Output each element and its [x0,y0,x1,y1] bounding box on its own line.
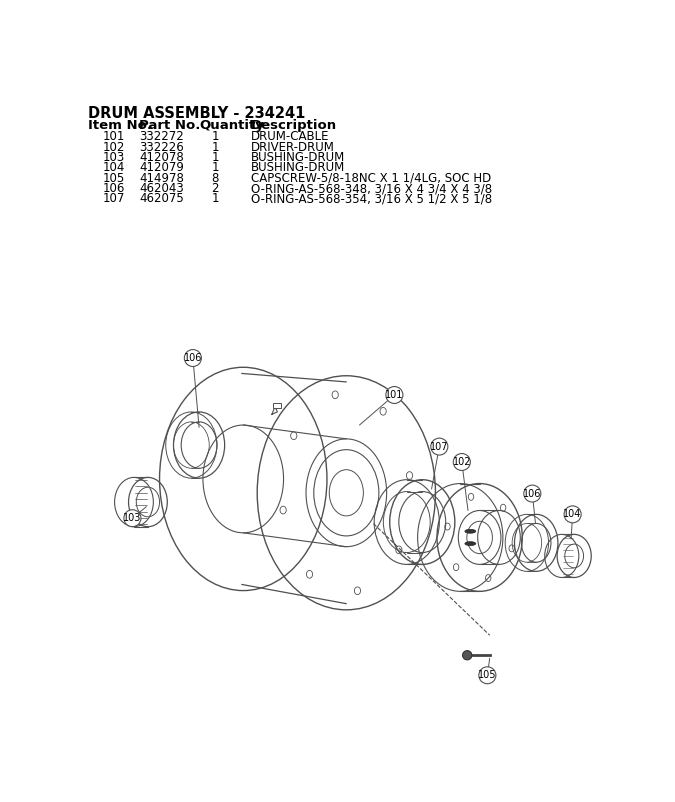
Text: 102: 102 [103,140,125,153]
Text: 414978: 414978 [140,172,184,184]
Text: O-RING-AS-568-354, 3/16 X 5 1/2 X 5 1/8: O-RING-AS-568-354, 3/16 X 5 1/2 X 5 1/8 [251,192,492,205]
Circle shape [124,510,141,527]
Text: 332272: 332272 [140,130,184,143]
Text: 332226: 332226 [140,140,184,153]
Text: 101: 101 [385,390,404,400]
Text: Item No.: Item No. [88,119,153,132]
Text: 462043: 462043 [140,182,184,195]
Text: 106: 106 [523,488,541,499]
Text: BUSHING-DRUM: BUSHING-DRUM [251,151,345,164]
Text: O-RING-AS-568-348, 3/16 X 4 3/4 X 4 3/8: O-RING-AS-568-348, 3/16 X 4 3/4 X 4 3/8 [251,182,492,195]
Text: 103: 103 [103,151,125,164]
Circle shape [454,453,470,471]
Text: BUSHING-DRUM: BUSHING-DRUM [251,161,345,174]
Text: 104: 104 [103,161,125,174]
Text: DRIVER-DRUM: DRIVER-DRUM [251,140,335,153]
Text: 102: 102 [452,457,471,467]
Text: 101: 101 [103,130,125,143]
Text: 2: 2 [211,182,219,195]
Text: 107: 107 [103,192,125,205]
Text: 1: 1 [211,151,219,164]
Text: Quantity: Quantity [199,119,264,132]
Text: DRUM-CABLE: DRUM-CABLE [251,130,329,143]
Text: 107: 107 [430,442,449,452]
FancyBboxPatch shape [273,403,281,408]
Ellipse shape [465,541,476,545]
Text: 106: 106 [103,182,125,195]
Ellipse shape [465,529,476,533]
Circle shape [431,438,448,455]
Text: 1: 1 [211,130,219,143]
Text: 412078: 412078 [140,151,184,164]
Text: 412079: 412079 [140,161,184,174]
Text: Part No.: Part No. [138,119,200,132]
Circle shape [564,506,581,523]
Text: CAPSCREW-5/8-18NC X 1 1/4LG, SOC HD: CAPSCREW-5/8-18NC X 1 1/4LG, SOC HD [251,172,491,184]
Text: Description: Description [251,119,337,132]
Text: 106: 106 [184,353,202,363]
Text: 105: 105 [103,172,125,184]
Text: 1: 1 [211,192,219,205]
Text: 8: 8 [212,172,219,184]
Text: 105: 105 [478,670,497,680]
Ellipse shape [462,650,472,660]
Circle shape [184,350,201,367]
Text: 103: 103 [124,513,142,523]
Circle shape [524,485,541,502]
Text: 1: 1 [211,161,219,174]
Text: 1: 1 [211,140,219,153]
Text: 104: 104 [564,509,582,520]
Circle shape [386,387,403,403]
Text: 462075: 462075 [140,192,184,205]
Text: DRUM ASSEMBLY - 234241: DRUM ASSEMBLY - 234241 [88,106,306,121]
Circle shape [479,666,496,684]
